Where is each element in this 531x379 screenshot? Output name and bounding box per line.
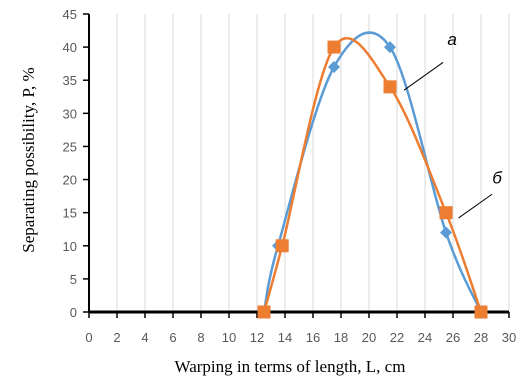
y-tick-label-0: 0	[70, 305, 77, 320]
y-axis: 0 5 10 15 20 25 30 35 40 45	[63, 7, 90, 320]
y-tick-label-30: 30	[63, 106, 77, 121]
series-1-label: а	[447, 30, 456, 49]
series-markers	[257, 40, 488, 319]
x-tick-label-0: 0	[85, 330, 92, 345]
y-tick-label-25: 25	[63, 139, 77, 154]
x-tick-label-10: 10	[222, 330, 236, 345]
x-tick-label-16: 16	[306, 330, 320, 345]
series-2-point-0	[257, 305, 271, 319]
series-2-point-5	[474, 305, 488, 319]
x-tick-label-22: 22	[390, 330, 404, 345]
series-2-label: б	[492, 169, 503, 188]
x-tick-label-12: 12	[250, 330, 264, 345]
x-tick-label-24: 24	[418, 330, 432, 345]
series-1-point-2	[328, 60, 340, 73]
series-2-point-3	[383, 80, 397, 94]
y-axis-title: Separating possibility, P, %	[19, 67, 38, 252]
x-tick-label-6: 6	[169, 330, 176, 345]
x-tick-label-14: 14	[278, 330, 292, 345]
x-axis-title: Warping in terms of length, L, cm	[175, 357, 406, 376]
x-tick-label-28: 28	[474, 330, 488, 345]
x-tick-label-26: 26	[446, 330, 460, 345]
y-tick-label-15: 15	[63, 206, 77, 221]
x-tick-label-8: 8	[197, 330, 204, 345]
series-1-curve	[262, 31, 483, 313]
vertical-gridlines	[116, 14, 510, 312]
y-tick-label-40: 40	[63, 40, 77, 55]
x-tick-label-4: 4	[141, 330, 148, 345]
series-2-point-2	[327, 40, 341, 54]
x-axis: 0 2 4 6 8 10 12 14 16 18 20 22 24 26 28 30	[85, 310, 516, 345]
y-tick-label-45: 45	[63, 7, 77, 22]
x-tick-label-30: 30	[502, 330, 516, 345]
series-annotations: аб	[403, 30, 503, 219]
x-tick-label-20: 20	[362, 330, 376, 345]
x-tick-label-2: 2	[113, 330, 120, 345]
series-1-leader	[403, 61, 444, 91]
series-curves	[262, 31, 483, 313]
series-2-point-4	[439, 206, 453, 220]
y-tick-label-35: 35	[63, 73, 77, 88]
series-2-point-1	[275, 239, 289, 253]
x-tick-label-18: 18	[334, 330, 348, 345]
y-tick-label-5: 5	[70, 272, 77, 287]
y-tick-label-10: 10	[63, 239, 77, 254]
series-1-point-3	[384, 41, 396, 54]
series-1-point-4	[440, 226, 452, 239]
y-tick-label-20: 20	[63, 173, 77, 188]
series-2-leader	[458, 193, 493, 219]
